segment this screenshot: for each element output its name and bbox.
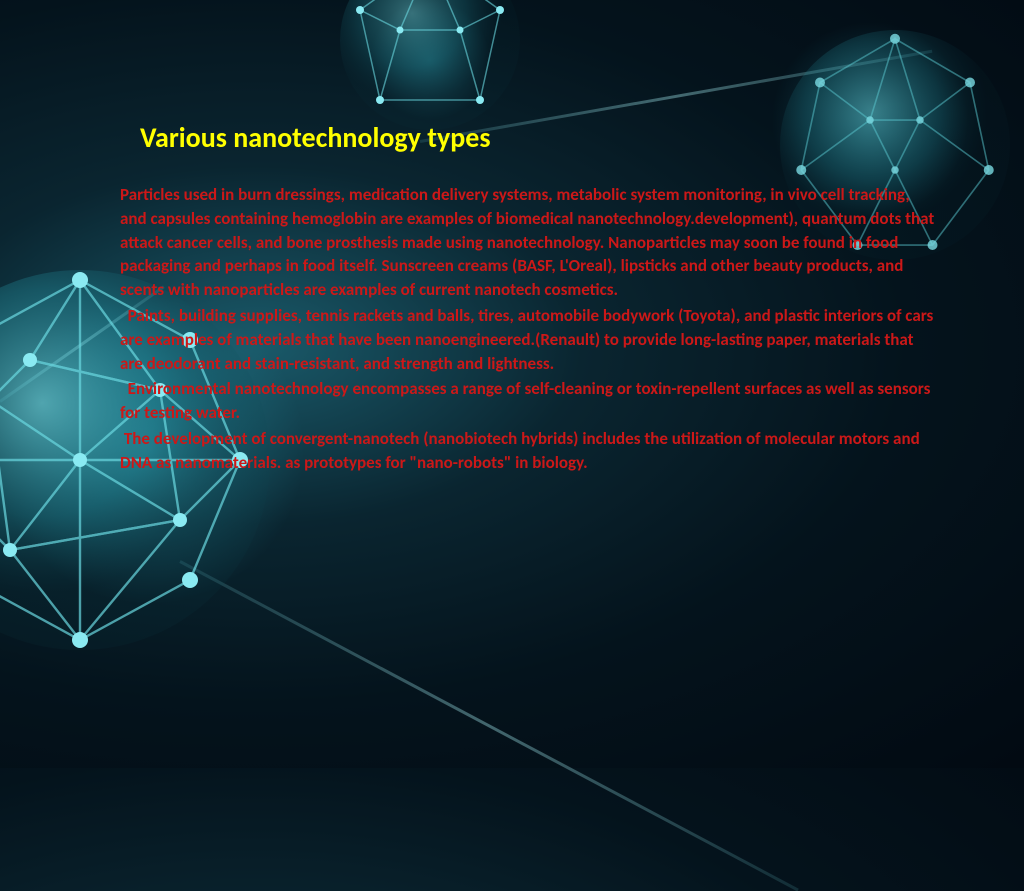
slide-title: Various nanotechnology types [140, 120, 940, 155]
paragraph: The development of convergent-nanotech (… [120, 427, 940, 475]
slide-content: Various nanotechnology types Particles u… [120, 120, 940, 477]
paragraph: Particles used in burn dressings, medica… [120, 183, 940, 302]
paragraph: Environmental nanotechnology encompasses… [120, 377, 940, 425]
slide-body: Particles used in burn dressings, medica… [120, 183, 940, 475]
paragraph: Paints, building supplies, tennis racket… [120, 304, 940, 375]
